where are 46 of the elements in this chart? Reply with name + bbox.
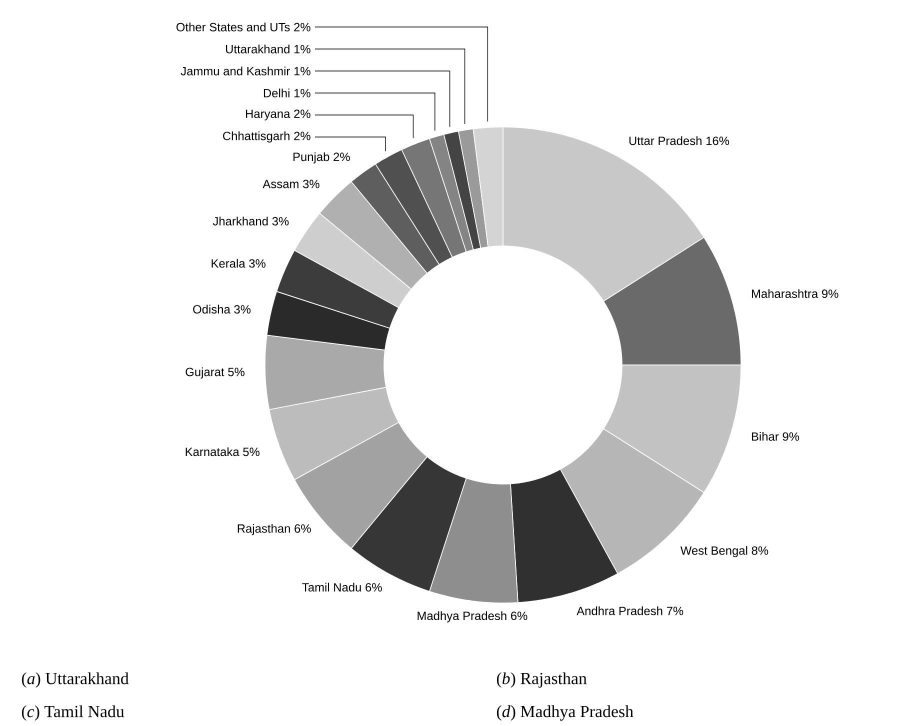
- data-label: 3%: [234, 305, 251, 314]
- slice-label: Assam: [262, 180, 298, 188]
- data-label: 1%: [294, 88, 310, 98]
- slice-label: Andhra Pradesh: [576, 606, 662, 616]
- slice-label: Maharashtra: [752, 289, 818, 298]
- text: (a) Uttarakhand: [22, 672, 129, 688]
- text: (c) Tamil Nadu: [22, 705, 124, 721]
- data-label: 6%: [294, 524, 311, 533]
- slice-label: Rajasthan: [238, 524, 290, 536]
- data-label: 3%: [272, 217, 289, 226]
- slice-label: Chhattisgarh: [223, 131, 290, 143]
- data-label: 2%: [294, 132, 310, 140]
- slice-label: Other States and UTs: [176, 22, 290, 32]
- slice-label: Tamil Nadu: [302, 582, 361, 592]
- slice-label: Gujarat: [186, 367, 224, 379]
- data-label: 3%: [302, 180, 320, 188]
- data-label: 9%: [782, 432, 800, 441]
- slice-label: Haryana: [246, 110, 290, 120]
- data-label: 6%: [511, 612, 528, 620]
- data-label: 5%: [243, 448, 260, 456]
- slice-label: Jharkhand: [212, 216, 268, 226]
- slice-label: Madhya Pradesh: [418, 611, 506, 622]
- slice-label: Uttarakhand: [226, 44, 290, 54]
- data-label: 7%: [666, 606, 684, 616]
- text: (d) Madhya Pradesh: [496, 705, 634, 721]
- slice-label: Delhi: [264, 88, 290, 98]
- slice-label: Kerala: [212, 258, 246, 268]
- data-label: 3%: [249, 259, 266, 268]
- data-label: 2%: [294, 110, 310, 118]
- slice-label: Punjab: [293, 152, 330, 164]
- data-label: 8%: [752, 546, 768, 555]
- text: (b) Rajasthan: [496, 672, 587, 688]
- slice-label: Bihar: [752, 432, 779, 441]
- data-label: 16%: [706, 136, 730, 146]
- data-label: 1%: [294, 44, 310, 54]
- slice-label: Jammu and Kashmir: [180, 66, 290, 76]
- data-label: 1%: [294, 66, 310, 76]
- data-label: 2%: [294, 22, 310, 32]
- data-label: 9%: [822, 290, 838, 298]
- data-label: 6%: [366, 583, 382, 592]
- slice-label: Uttar Pradesh: [629, 136, 702, 146]
- slice-label: Odisha: [193, 304, 230, 314]
- data-label: 2%: [334, 152, 350, 162]
- slice-label: Karnataka: [186, 447, 240, 456]
- slice-label: West Bengal: [680, 546, 748, 558]
- data-label: 5%: [228, 368, 244, 376]
